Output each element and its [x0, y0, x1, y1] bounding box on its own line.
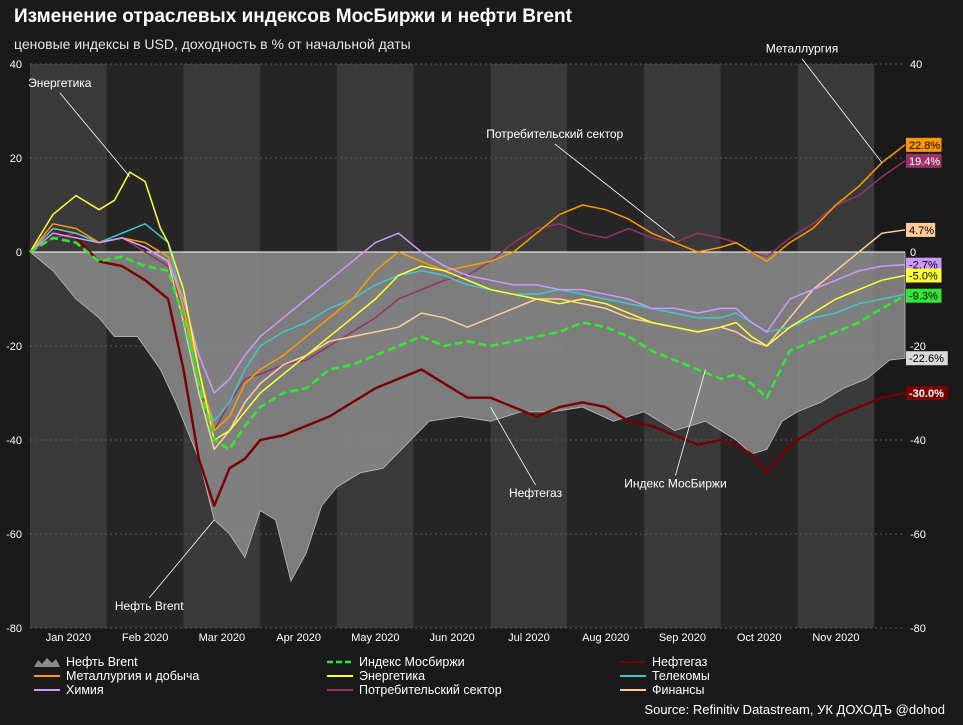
end-label-box	[906, 288, 942, 303]
annotation-label: Нефтегаз	[509, 486, 563, 500]
x-tick-label: Aug 2020	[582, 632, 629, 644]
source-note: Source: Refinitiv Datastream, УК ДОХОДЪ …	[644, 702, 945, 717]
legend-item-brent: Нефть Brent	[32, 655, 138, 669]
legend-label: Индекс Мосбиржи	[359, 655, 465, 669]
y-tick-label-left: -60	[6, 529, 22, 541]
legend-swatch	[620, 675, 646, 677]
legend-label: Металлургия и добыча	[66, 669, 200, 683]
legend-item-consumer: Потребительский сектор	[325, 683, 502, 697]
end-label-box	[906, 268, 942, 283]
end-label-box	[906, 386, 948, 400]
x-tick-label: Apr 2020	[276, 632, 321, 644]
legend-label: Энергетика	[359, 669, 426, 683]
chart-title: Изменение отраслевых индексов МосБиржи и…	[14, 6, 572, 27]
series-chem-line	[29, 232, 906, 394]
y-tick-label-right: 0	[910, 247, 916, 259]
series-moex-line	[29, 236, 906, 451]
month-band	[30, 64, 107, 628]
end-label-finance: 4.7%	[909, 225, 934, 237]
annotation-label: Потребительский сектор	[486, 127, 623, 141]
x-tick-label: Feb 2020	[122, 632, 168, 644]
legend-swatch	[327, 660, 353, 664]
y-tick-label-right: 40	[910, 59, 922, 71]
y-tick-label-right: -20	[910, 341, 926, 353]
x-tick-label: Jul 2020	[508, 632, 550, 644]
x-tick-label: Jan 2020	[46, 632, 91, 644]
legend-swatch	[34, 675, 60, 677]
end-label-metal: 22.8%	[909, 140, 940, 152]
legend-item-chem: Химия	[32, 683, 104, 697]
y-tick-label-right: -40	[910, 435, 926, 447]
y-tick-label-right: -60	[910, 529, 926, 541]
annotation-leader	[148, 519, 215, 599]
end-label-box	[906, 351, 948, 366]
x-tick-label: Nov 2020	[812, 632, 859, 644]
series-metal-line	[29, 144, 906, 432]
end-label-moex: -9.3%	[909, 291, 938, 303]
x-tick-label: Jun 2020	[430, 632, 475, 644]
legend-item-finance: Финансы	[618, 683, 704, 697]
x-tick-label: Oct 2020	[737, 632, 782, 644]
series-neftegaz-line	[29, 227, 906, 507]
annotation-label: Энергетика	[28, 76, 92, 90]
legend-label: Нефть Brent	[66, 655, 138, 669]
legend-swatch	[620, 689, 646, 691]
series-energy-line	[29, 171, 906, 441]
annotation-leader	[490, 406, 536, 486]
annotation-leader	[59, 92, 131, 178]
y-tick-label-left: 0	[16, 247, 22, 259]
legend-item-telecom: Телекомы	[618, 669, 710, 683]
legend-item-moex: Индекс Мосбиржи	[325, 655, 465, 669]
y-tick-label-left: -40	[6, 435, 22, 447]
end-label-box	[906, 222, 936, 237]
legend-label: Потребительский сектор	[359, 683, 502, 697]
legend-label: Финансы	[652, 683, 705, 697]
legend-label: Химия	[66, 683, 104, 697]
annotation-leader	[675, 369, 706, 476]
y-tick-label-left: 20	[10, 153, 22, 165]
legend: Нефть Brent Индекс Мосбиржи Нефтегаз Металл…	[32, 655, 932, 703]
legend-swatch	[620, 661, 646, 663]
y-tick-label-left: -20	[6, 341, 22, 353]
x-tick-label: Sep 2020	[659, 632, 706, 644]
end-label-box	[906, 257, 942, 272]
legend-item-neftegaz: Нефтегаз	[618, 655, 707, 669]
annotation-leader	[801, 58, 883, 163]
annotation-label: Нефть Brent	[115, 599, 184, 613]
chart-subtitle: ценовые индексы в USD, доходность в % от…	[14, 36, 411, 52]
y-tick-label-right: -80	[910, 623, 926, 635]
end-label-brent: -22.6%	[909, 353, 944, 365]
annotation-label: Индекс МосБиржи	[624, 477, 726, 491]
end-label-energy: -5.0%	[909, 271, 938, 283]
legend-swatch	[34, 658, 60, 667]
x-tick-label: Mar 2020	[199, 632, 245, 644]
end-label-box	[906, 137, 942, 152]
end-label-neftegaz: -30.0%	[909, 388, 944, 400]
end-label-box	[906, 153, 942, 168]
annotation-label: Металлургия	[766, 42, 839, 56]
legend-swatch	[34, 689, 60, 691]
legend-label: Телекомы	[652, 669, 710, 683]
end-label-consumer: 19.4%	[909, 156, 940, 168]
legend-swatch	[327, 675, 353, 677]
legend-swatch-shape	[34, 658, 60, 667]
annotation-leader	[554, 143, 675, 239]
x-tick-label: May 2020	[351, 632, 399, 644]
y-tick-label-left: -80	[6, 623, 22, 635]
legend-item-energy: Энергетика	[325, 669, 425, 683]
legend-label: Нефтегаз	[652, 655, 708, 669]
legend-item-metal: Металлургия и добыча	[32, 669, 199, 683]
series-brent-area	[28, 251, 906, 583]
legend-swatch	[327, 689, 353, 691]
y-tick-label-left: 40	[10, 59, 22, 71]
